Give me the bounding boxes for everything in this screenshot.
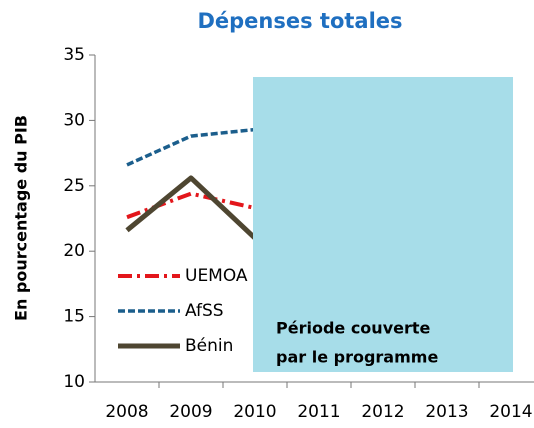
chart-title: Dépenses totales [197,9,402,33]
y-tick-label: 20 [63,241,85,261]
y-tick-label: 35 [63,45,85,65]
y-axis-label: En pourcentage du PIB [12,115,31,321]
x-tick-label: 2008 [105,402,148,422]
legend-label: UEMOA [185,266,248,286]
period-box [253,77,513,372]
x-tick-label: 2009 [169,402,212,422]
series-line [126,191,256,220]
y-tick-label: 10 [63,372,85,392]
series-line [125,175,257,240]
y-tick-label: 25 [63,176,85,196]
y-tick-label: 30 [63,110,85,130]
annotation: par le programme [276,348,438,367]
annotation: Période couverte [276,319,431,338]
y-tick-label: 15 [63,307,85,327]
x-tick-label: 2013 [425,402,468,422]
legend-label: Bénin [185,336,233,356]
legend-label: AfSS [185,301,224,321]
x-tick-label: 2011 [297,402,340,422]
x-tick-label: 2010 [233,402,276,422]
series-line [126,127,256,167]
x-tick-label: 2014 [489,402,532,422]
x-tick-label: 2012 [361,402,404,422]
